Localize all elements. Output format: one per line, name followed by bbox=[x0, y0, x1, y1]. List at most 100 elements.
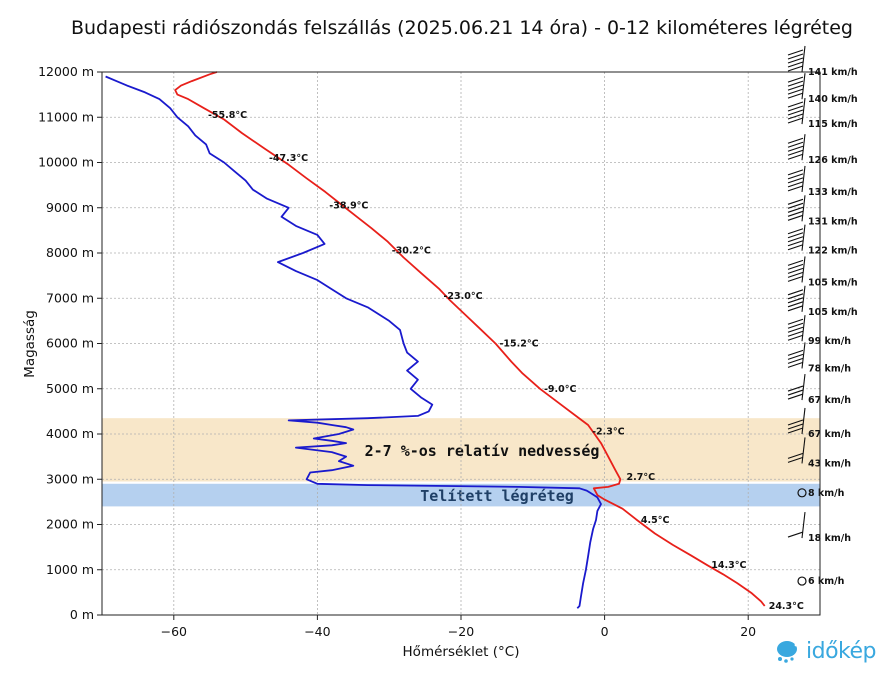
y-tick-label: 6000 m bbox=[46, 336, 94, 351]
wind-barb bbox=[787, 263, 804, 270]
wind-staff bbox=[801, 407, 806, 435]
wind-speed-label: 115 km/h bbox=[808, 119, 858, 130]
wind-barb bbox=[787, 57, 804, 64]
wind-barb bbox=[787, 456, 804, 463]
wind-barb bbox=[787, 271, 804, 278]
wind-barb bbox=[787, 117, 804, 124]
cloud-drop-icon bbox=[777, 641, 798, 663]
wind-barb bbox=[787, 141, 804, 148]
wind-barb bbox=[787, 53, 804, 60]
y-tick-label: 8000 m bbox=[46, 245, 94, 260]
wind-barb bbox=[787, 240, 804, 247]
wind-speed-label: 105 km/h bbox=[808, 277, 858, 288]
wind-barb bbox=[787, 353, 804, 360]
temp-label: 4.5°C bbox=[641, 515, 670, 526]
wind-barb bbox=[787, 109, 804, 116]
temp-label: -23.0°C bbox=[443, 291, 482, 302]
wind-barb bbox=[787, 88, 804, 95]
y-tick-label: 9000 m bbox=[46, 200, 94, 215]
y-axis-label: Magasság bbox=[22, 310, 38, 378]
wind-barb bbox=[787, 214, 804, 221]
wind-barb bbox=[787, 153, 804, 160]
wind-barb bbox=[787, 305, 804, 312]
wind-speed-label: 99 km/h bbox=[808, 336, 851, 347]
wind-staff bbox=[801, 195, 806, 222]
wind-staff bbox=[801, 512, 806, 539]
band-label-0: Telített légréteg bbox=[420, 487, 574, 505]
wind-barb bbox=[787, 334, 804, 341]
wind-barb bbox=[787, 361, 804, 368]
wind-barb bbox=[787, 61, 804, 68]
chart-title: Budapesti rádiószondás felszállás (2025.… bbox=[71, 17, 853, 39]
wind-barb bbox=[787, 177, 804, 184]
wind-barb bbox=[787, 65, 804, 72]
wind-speed-label: 6 km/h bbox=[808, 576, 845, 587]
wind-speed-label: 126 km/h bbox=[808, 155, 858, 166]
band-0 bbox=[102, 483, 820, 507]
wind-barb bbox=[787, 169, 804, 176]
wind-barb bbox=[787, 101, 804, 108]
wind-barb bbox=[787, 349, 804, 356]
wind-staff bbox=[801, 342, 806, 369]
wind-barb bbox=[787, 113, 804, 120]
wind-barb bbox=[787, 293, 804, 300]
wind-staff bbox=[801, 315, 806, 342]
x-ticks: −60 −40 −20 0 20 bbox=[161, 615, 756, 639]
wind-barb bbox=[787, 49, 804, 56]
wind-barb bbox=[787, 452, 804, 459]
wind-barb bbox=[787, 389, 804, 396]
wind-speed-label: 43 km/h bbox=[808, 458, 851, 469]
x-tick-label: 0 bbox=[601, 624, 609, 639]
wind-barb bbox=[787, 393, 804, 400]
wind-barb bbox=[787, 80, 804, 87]
temp-label: -55.8°C bbox=[208, 110, 247, 121]
wind-barb bbox=[787, 297, 804, 304]
temp-label: 2.7°C bbox=[627, 472, 656, 483]
idokep-logo: időkép bbox=[774, 638, 877, 664]
wind-barb bbox=[787, 236, 804, 243]
wind-barb bbox=[787, 259, 804, 266]
temp-label: -15.2°C bbox=[499, 339, 538, 350]
wind-speed-label: 133 km/h bbox=[808, 187, 858, 198]
wind-speed-label: 18 km/h bbox=[808, 533, 851, 544]
y-tick-label: 11000 m bbox=[38, 109, 94, 124]
wind-staff bbox=[801, 224, 806, 251]
wind-barb bbox=[787, 531, 804, 538]
wind-barb bbox=[787, 385, 804, 392]
wind-barb bbox=[787, 267, 804, 274]
wind-barb bbox=[787, 210, 804, 217]
wind-barb bbox=[787, 244, 804, 251]
wind-barb bbox=[787, 326, 804, 333]
y-tick-label: 5000 m bbox=[46, 381, 94, 396]
wind-speed-label: 67 km/h bbox=[808, 429, 851, 440]
wind-speed-label: 67 km/h bbox=[808, 395, 851, 406]
wind-barb bbox=[787, 145, 804, 152]
wind-barb bbox=[787, 232, 804, 239]
series-line-0 bbox=[174, 71, 766, 607]
y-tick-label: 2000 m bbox=[46, 517, 94, 532]
y-tick-label: 4000 m bbox=[46, 426, 94, 441]
wind-staff bbox=[801, 285, 806, 312]
wind-barb bbox=[787, 318, 804, 325]
wind-barb bbox=[787, 149, 804, 156]
wind-barb bbox=[787, 137, 804, 144]
wind-barb bbox=[787, 419, 804, 426]
temp-label: -9.0°C bbox=[544, 384, 577, 395]
x-tick-label: −20 bbox=[448, 624, 474, 639]
wind-speed-label: 78 km/h bbox=[808, 363, 851, 374]
wind-barb bbox=[787, 423, 804, 430]
wind-staff bbox=[801, 256, 806, 283]
temp-label: -47.3°C bbox=[269, 153, 308, 164]
wind-barb bbox=[787, 206, 804, 213]
wind-barb bbox=[787, 198, 804, 205]
temp-label: -30.2°C bbox=[392, 246, 431, 257]
wind-barb bbox=[787, 289, 804, 296]
temp-label: -2.3°C bbox=[592, 427, 625, 438]
wind-staff bbox=[801, 165, 806, 192]
wind-speed-label: 105 km/h bbox=[808, 307, 858, 318]
wind-barb bbox=[787, 185, 804, 192]
x-tick-label: −40 bbox=[304, 624, 330, 639]
wind-staff bbox=[801, 373, 806, 401]
temp-label: 14.3°C bbox=[711, 560, 746, 571]
